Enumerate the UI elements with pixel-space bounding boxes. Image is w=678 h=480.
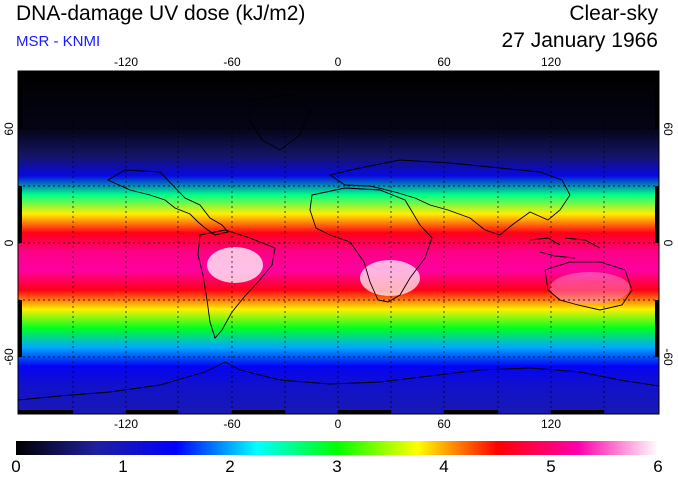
antarctica-coast: [18, 361, 659, 401]
top-tick-label: -120: [114, 55, 138, 69]
africa-coast: [309, 187, 433, 303]
bottom-tick-label: 0: [335, 417, 342, 431]
south-america-hotspot: [207, 247, 263, 283]
right-tick-label: 0: [661, 240, 675, 247]
colorbar-label: 6: [653, 457, 663, 476]
colorbar-label: 5: [546, 457, 556, 476]
north-america-coast: [107, 169, 229, 236]
map-title: DNA-damage UV dose (kJ/m2): [16, 2, 306, 25]
source-label: MSR - KNMI: [16, 33, 101, 50]
southeast-asia-islands: [529, 237, 601, 259]
greenland-coast: [249, 94, 311, 151]
top-tick-label: 60: [437, 55, 451, 69]
bottom-tick-label: -60: [223, 417, 241, 431]
top-tick-label: -60: [223, 55, 241, 69]
right-tick-label: 60: [661, 122, 675, 136]
australia-coast: [544, 261, 633, 311]
bottom-tick-labels: -120 -60 0 60 120: [114, 417, 561, 431]
right-tick-label: -60: [661, 348, 675, 366]
top-tick-label: 0: [335, 55, 342, 69]
sky-condition: Clear-sky: [569, 2, 658, 25]
europe-asia-coast: [328, 159, 571, 236]
left-tick-labels: 60 0 -60: [2, 122, 16, 366]
colorbar-label: 1: [118, 457, 128, 476]
top-tick-labels: -120 -60 0 60 120: [114, 55, 561, 69]
map-frame: [17, 70, 660, 415]
map-date: 27 January 1966: [501, 29, 658, 52]
graticule: [18, 71, 659, 414]
right-tick-labels: 60 0 -60: [661, 122, 675, 366]
bottom-tick-label: 120: [541, 417, 561, 431]
map-field: [18, 71, 659, 414]
top-tick-label: 120: [541, 55, 561, 69]
left-tick-label: 0: [2, 239, 16, 246]
colorbar-label: 3: [332, 457, 342, 476]
left-tick-label: -60: [2, 348, 16, 366]
australia-hotspot: [550, 272, 630, 304]
colorbar-label: 0: [11, 457, 21, 476]
colorbar-label: 2: [225, 457, 235, 476]
bottom-tick-label: -120: [114, 417, 138, 431]
bottom-tick-label: 60: [437, 417, 451, 431]
left-tick-label: 60: [2, 122, 16, 136]
colorbar-label: 4: [439, 457, 449, 476]
colorbar: [16, 441, 658, 455]
